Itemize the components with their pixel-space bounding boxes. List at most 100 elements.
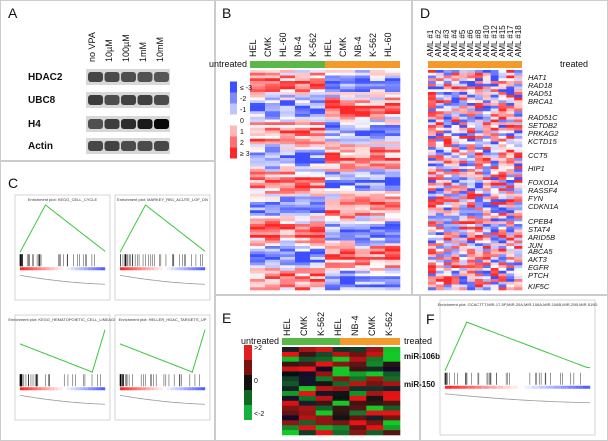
legend-swatch <box>230 92 237 104</box>
heatmap-cell <box>443 235 452 239</box>
heatmap-cell <box>498 185 507 189</box>
heatmap-cell <box>325 144 341 148</box>
rank-bar <box>474 385 482 389</box>
heatmap-cell <box>490 83 499 87</box>
heatmap-cell <box>443 248 452 252</box>
heatmap-cell <box>385 191 401 195</box>
heatmap-cell <box>250 103 266 107</box>
legend-label: 2 <box>240 140 244 147</box>
heatmap-cell <box>265 133 281 137</box>
heatmap-cell <box>498 229 507 233</box>
column-label: AML #15 <box>498 25 507 57</box>
heatmap-cell <box>370 116 386 120</box>
heatmap-cell <box>355 130 371 134</box>
heatmap-cell <box>250 136 266 140</box>
heatmap-cell <box>428 182 437 186</box>
rank-bar <box>510 385 518 389</box>
heatmap-cell <box>459 105 468 109</box>
heatmap-cell <box>385 213 401 217</box>
heatmap-cell <box>459 141 468 145</box>
heatmap-cell <box>514 171 523 175</box>
heatmap-cell <box>250 243 266 247</box>
heatmap-cell <box>451 281 460 285</box>
heatmap-cell <box>443 133 452 137</box>
heatmap-cell <box>459 276 468 280</box>
heatmap-cell <box>514 103 523 107</box>
heatmap-cell <box>498 158 507 162</box>
heatmap-cell <box>295 193 311 197</box>
heatmap-cell <box>443 221 452 225</box>
heatmap-cell <box>467 141 476 145</box>
heatmap-cell <box>428 97 437 101</box>
heatmap-cell <box>385 94 401 98</box>
heatmap-cell <box>315 395 333 402</box>
heatmap-cell <box>506 169 515 173</box>
heatmap-cell <box>310 180 326 184</box>
heatmap-cell <box>310 89 326 93</box>
heatmap-cell <box>490 196 499 200</box>
heatmap-cell <box>310 81 326 85</box>
heatmap-cell <box>340 72 356 76</box>
heatmap-cell <box>250 273 266 277</box>
heatmap-cell <box>250 265 266 269</box>
heatmap-cell <box>385 257 401 261</box>
heatmap-cell <box>340 141 356 145</box>
heatmap-cell <box>514 100 523 104</box>
heatmap-cell <box>355 188 371 192</box>
heatmap-cell <box>459 100 468 104</box>
heatmap-cell <box>451 81 460 85</box>
heatmap-cell <box>459 196 468 200</box>
heatmap-cell <box>451 136 460 140</box>
heatmap-cell <box>250 119 266 123</box>
heatmap-cell <box>482 72 491 76</box>
heatmap-cell <box>325 111 341 115</box>
heatmap-cell <box>295 235 311 239</box>
heatmap-cell <box>435 240 444 244</box>
heatmap-cell <box>443 158 452 162</box>
heatmap-cell <box>482 174 491 178</box>
heatmap-cell <box>325 108 341 112</box>
heatmap-cell <box>310 215 326 219</box>
heatmap-cell <box>282 420 300 426</box>
heatmap-cell <box>325 130 341 134</box>
heatmap-cell <box>295 86 311 90</box>
heatmap-cell <box>355 196 371 200</box>
heatmap-cell <box>340 224 356 228</box>
heatmap-cell <box>467 251 476 255</box>
rank-bar <box>96 267 101 271</box>
heatmap-cell <box>498 136 507 140</box>
heatmap-cell <box>355 149 371 153</box>
heatmap-cell <box>385 196 401 200</box>
heatmap-cell <box>435 251 444 255</box>
heatmap-cell <box>355 108 371 112</box>
heatmap-cell <box>435 191 444 195</box>
heatmap-cell <box>467 284 476 288</box>
heatmap-cell <box>467 133 476 137</box>
heatmap-cell <box>280 100 296 104</box>
heatmap-cell <box>506 149 515 153</box>
heatmap-cell <box>370 210 386 214</box>
rank-bar <box>192 267 197 271</box>
heatmap-cell <box>428 169 437 173</box>
heatmap-cell <box>506 83 515 87</box>
heatmap-cell <box>467 94 476 98</box>
rank-bar <box>58 387 63 391</box>
heatmap-cell <box>498 108 507 112</box>
heatmap-cell <box>490 130 499 134</box>
heatmap-cell <box>506 246 515 250</box>
panel-label: B <box>222 5 231 21</box>
heatmap-cell <box>482 122 491 126</box>
heatmap-cell <box>265 155 281 159</box>
heatmap-cell <box>340 97 356 101</box>
heatmap-cell <box>514 240 523 244</box>
heatmap-cell <box>280 232 296 236</box>
heatmap-cell <box>435 114 444 118</box>
heatmap-cell <box>298 430 317 436</box>
heatmap-cell <box>385 152 401 156</box>
rank-bar <box>192 387 197 391</box>
heatmap-cell <box>475 204 484 208</box>
heatmap-cell <box>340 70 356 74</box>
heatmap-cell <box>506 70 515 74</box>
heatmap-cell <box>265 130 281 134</box>
gene-label: BRCA1 <box>528 97 553 106</box>
